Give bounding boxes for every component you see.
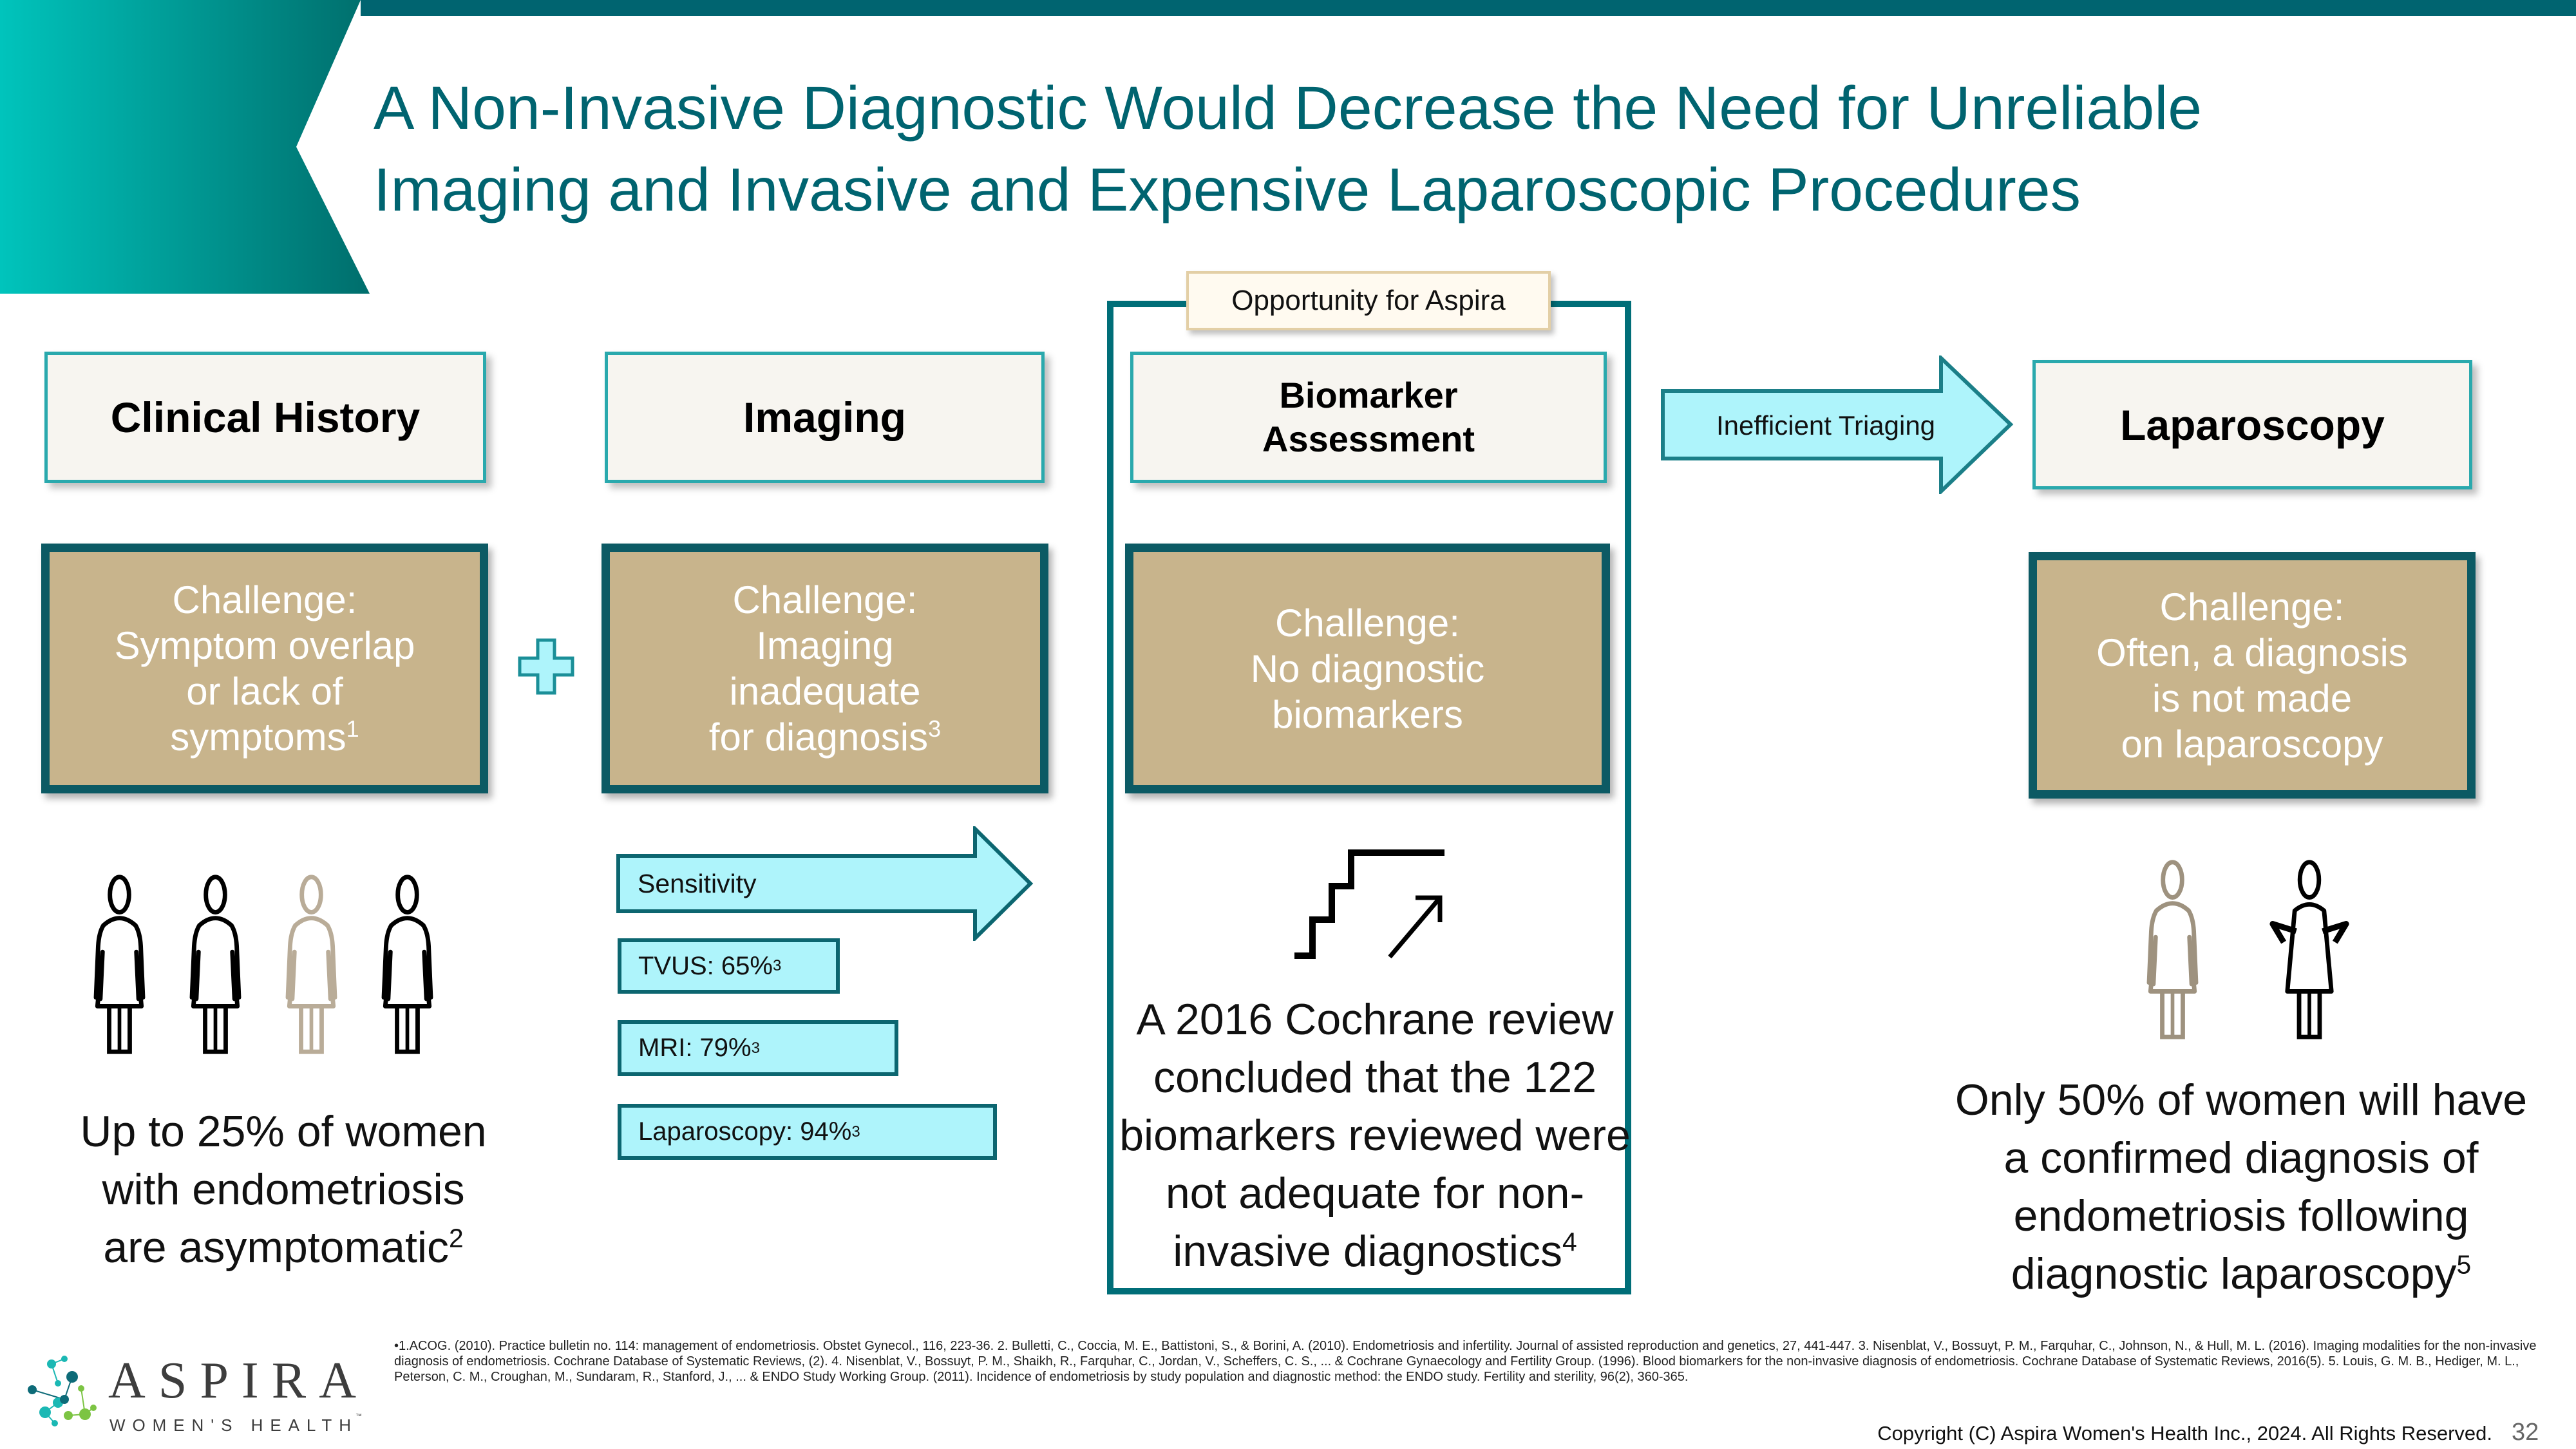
- laparoscopy-stat: Only 50% of women will have a confirmed …: [1955, 1075, 2528, 1298]
- two-women-icon: [2136, 855, 2419, 1041]
- logo-trademark: ™: [355, 1413, 362, 1420]
- woman-icon: [82, 873, 156, 1056]
- inefficient-triaging-label: Inefficient Triaging: [1716, 410, 1936, 440]
- challenge-laparoscopy: Challenge: Often, a diagnosis is not mad…: [2029, 552, 2476, 799]
- woman-icon: [370, 873, 444, 1056]
- clinical-history-stat: Up to 25% of women with endometriosis ar…: [80, 1107, 487, 1272]
- corner-chevron-decoration: [0, 0, 370, 294]
- stairs-up-icon: [1294, 849, 1444, 959]
- challenge-clinical-history: Challenge: Symptom overlap or lack of sy…: [41, 544, 488, 793]
- tvus-sensitivity: TVUS: 65% 3: [618, 938, 840, 994]
- opportunity-label: Opportunity for Aspira: [1186, 271, 1551, 330]
- four-women-icon: [82, 873, 456, 1059]
- logo-tagline: WOMEN'S HEALTH: [109, 1416, 351, 1435]
- title-line-1: A Non-Invasive Diagnostic Would Decrease…: [374, 74, 2202, 142]
- woman-shrug-icon: [2261, 858, 2358, 1041]
- header-biomarker-assessment: Biomarker Assessment: [1130, 352, 1607, 483]
- logo-wordmark: ASPIRA: [108, 1352, 356, 1409]
- sensitivity-arrow: [616, 826, 1034, 941]
- page-title: A Non-Invasive Diagnostic Would Decrease…: [374, 68, 2563, 231]
- woman-icon-faded: [274, 873, 348, 1056]
- page-number: 32: [2512, 1419, 2539, 1446]
- woman-icon: [178, 873, 252, 1056]
- header-laparoscopy: Laparoscopy: [2032, 360, 2472, 489]
- copyright: Copyright (C) Aspira Women's Health Inc.…: [1877, 1422, 2492, 1444]
- woman-icon-faded: [2136, 858, 2210, 1041]
- header-clinical-history: Clinical History: [44, 352, 486, 483]
- challenge-biomarker: Challenge: No diagnostic biomarkers: [1125, 544, 1610, 793]
- header-imaging: Imaging: [605, 352, 1045, 483]
- sensitivity-label: Sensitivity: [638, 869, 757, 898]
- title-line-2: Imaging and Invasive and Expensive Lapar…: [374, 156, 2081, 224]
- challenge-imaging: Challenge: Imaging inadequate for diagno…: [601, 544, 1048, 793]
- inefficient-triaging-arrow: [1661, 355, 2014, 494]
- laparoscopy-sensitivity: Laparoscopy: 94% 3: [618, 1104, 997, 1160]
- aspira-logo: ASPIRA WOMEN'S HEALTH ™: [28, 1352, 362, 1435]
- plus-icon: [518, 638, 574, 695]
- top-accent-bar: [361, 0, 2576, 16]
- footnotes: •1.ACOG. (2010). Practice bulletin no. 1…: [394, 1339, 2537, 1384]
- biomarker-stat: A 2016 Cochrane review concluded that th…: [1119, 995, 1631, 1276]
- mri-sensitivity: MRI: 79% 3: [618, 1020, 898, 1076]
